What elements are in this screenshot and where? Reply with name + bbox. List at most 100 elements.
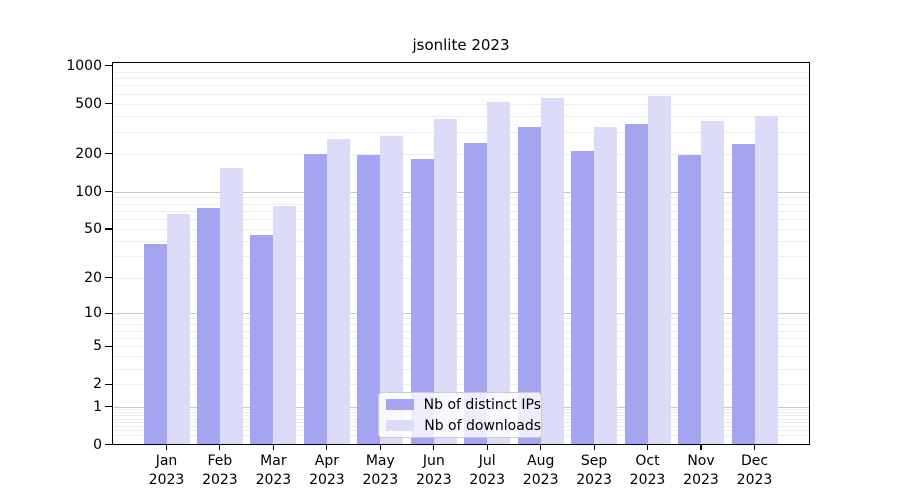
x-tick-year: 2023 [522, 472, 559, 488]
y-tick-label: 20 [84, 269, 102, 286]
bar-distinct-ips-oct [624, 123, 648, 444]
bar-downloads-oct [647, 96, 671, 444]
y-gridline-minor [113, 103, 809, 105]
y-tick-mark [105, 103, 112, 105]
bar-downloads-sep [594, 127, 618, 444]
x-tick-year: 2023 [148, 472, 185, 488]
y-gridline-minor [113, 346, 809, 348]
bar-downloads-nov [701, 121, 724, 444]
y-gridline-minor [113, 93, 809, 95]
bar-distinct-ips-may [357, 154, 381, 444]
y-gridline-minor [113, 85, 809, 87]
y-tick-mark [105, 443, 112, 446]
x-tick-month: Jun [422, 453, 445, 469]
y-gridline-minor [113, 368, 809, 370]
y-gridline-minor [113, 115, 809, 117]
y-gridline-minor [113, 384, 809, 386]
y-tick-mark [105, 190, 112, 193]
legend-item-distinct-ips: Nb of distinct IPs [386, 398, 541, 412]
x-tick-month: Aug [527, 453, 555, 469]
y-gridline-major [113, 313, 809, 315]
x-tick-mark [753, 445, 756, 450]
bar-downloads-feb [219, 168, 243, 444]
legend-swatch-downloads-icon [386, 420, 415, 431]
bar-distinct-ips-dec [731, 144, 755, 444]
x-tick-label-jun: Jun 2023 [402, 452, 466, 490]
x-tick-month: Feb [207, 453, 233, 469]
y-gridline-minor [113, 240, 809, 242]
x-tick-label-aug: Aug 2023 [509, 452, 573, 490]
bar-downloads-jul [487, 101, 511, 444]
x-tick-mark [272, 445, 274, 450]
bar-distinct-ips-jun [410, 158, 434, 444]
y-gridline-minor [113, 356, 809, 358]
y-tick-label: 0 [93, 436, 102, 453]
y-tick-label: 2 [93, 376, 102, 393]
x-tick-month: Apr [314, 453, 339, 469]
bar-distinct-ips-sep [571, 150, 595, 444]
y-tick-label: 10 [84, 305, 102, 322]
y-gridline-minor [113, 318, 809, 320]
x-tick-year: 2023 [415, 472, 452, 488]
bar-downloads-aug [540, 97, 564, 444]
legend-swatch-ips-icon [386, 399, 414, 410]
bar-distinct-ips-jan [143, 243, 167, 444]
y-tick-label: 50 [84, 221, 102, 237]
x-tick-mark [326, 445, 328, 450]
legend-item-downloads: Nb of downloads [386, 419, 541, 433]
x-tick-label-oct: Oct 2023 [616, 452, 680, 490]
x-tick-year: 2023 [255, 472, 292, 488]
y-gridline-minor [113, 71, 809, 73]
x-tick-label-sep: Sep 2023 [562, 452, 626, 490]
y-tick-label: 500 [75, 95, 102, 112]
y-tick-label: 100 [75, 183, 102, 200]
y-tick-label: 1000 [66, 57, 102, 74]
x-tick-mark [540, 445, 542, 450]
bar-downloads-dec [754, 116, 778, 444]
y-gridline-minor [113, 277, 809, 279]
y-gridline-minor [113, 337, 809, 339]
y-tick-mark [105, 383, 112, 385]
y-gridline-minor [113, 203, 809, 205]
y-tick-mark [105, 405, 112, 408]
bar-distinct-ips-aug [517, 127, 541, 444]
y-tick-mark [105, 228, 112, 230]
bar-downloads-jun [433, 118, 457, 444]
x-tick-mark [646, 445, 649, 450]
bar-distinct-ips-feb [196, 207, 220, 444]
x-tick-mark [700, 445, 702, 450]
bar-distinct-ips-mar [250, 234, 274, 444]
x-tick-mark [379, 445, 381, 450]
y-gridline-minor [113, 256, 809, 258]
bar-downloads-may [380, 135, 404, 444]
y-gridline-minor [113, 330, 809, 332]
x-tick-label-nov: Nov 2023 [669, 452, 733, 490]
x-tick-label-jul: Jul 2023 [455, 452, 519, 490]
y-gridline-minor [113, 131, 809, 133]
x-tick-month: Jan [155, 453, 178, 469]
x-tick-month: Oct [635, 453, 660, 469]
chart-title: jsonlite 2023 [412, 36, 510, 54]
legend-label-downloads: Nb of downloads [424, 417, 541, 434]
x-tick-month: Sep [580, 453, 608, 469]
x-tick-mark [219, 445, 221, 450]
y-tick-label: 1 [93, 398, 102, 415]
x-tick-label-may: May 2023 [348, 452, 412, 490]
x-tick-month: Jul [478, 453, 496, 469]
x-tick-year: 2023 [629, 472, 666, 488]
y-tick-mark [105, 345, 112, 347]
x-tick-month: May [365, 453, 395, 469]
bar-downloads-mar [273, 206, 297, 444]
x-tick-label-apr: Apr 2023 [295, 452, 359, 490]
x-tick-mark [486, 445, 488, 450]
x-tick-month: Mar [260, 453, 287, 469]
x-tick-mark [593, 445, 595, 450]
y-gridline-minor [113, 210, 809, 212]
y-gridline-minor [113, 153, 809, 155]
bar-downloads-jan [166, 214, 190, 444]
x-tick-year: 2023 [576, 472, 612, 488]
y-tick-mark [105, 312, 112, 314]
x-tick-label-mar: Mar 2023 [241, 452, 305, 490]
bar-distinct-ips-jul [464, 142, 488, 444]
